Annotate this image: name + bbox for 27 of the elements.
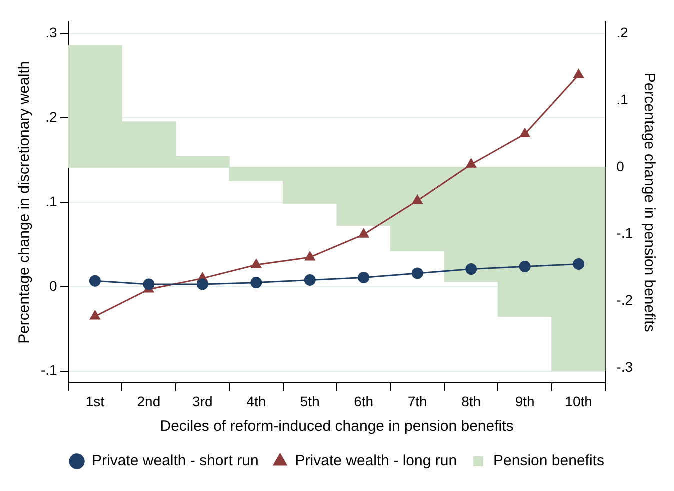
x-tick-label: 2nd: [137, 393, 161, 410]
y2-tick-label: .2: [616, 24, 629, 41]
x-tick-label: 4th: [246, 393, 266, 410]
x-tick-label: 6th: [354, 393, 374, 410]
legend-label: Private wealth - short run: [92, 452, 259, 470]
y-axis-title: Percentage change in discretionary wealth: [16, 61, 34, 344]
y2-axis-title: Percentage change in pension benefits: [640, 72, 658, 332]
x-tick-label: 10th: [565, 393, 592, 410]
legend-label: Pension benefits: [494, 452, 604, 470]
y2-tick-label: -.1: [616, 225, 634, 242]
x-axis-title: Deciles of reform-induced change in pension benefits: [160, 418, 514, 436]
x-tick-label: 7th: [408, 393, 428, 410]
y2-tick-label: -.3: [616, 359, 634, 376]
x-tick-label: 9th: [515, 393, 535, 410]
x-tick-label: 5th: [300, 393, 320, 410]
y-tick-label: .2: [46, 109, 58, 126]
legend-label: Private wealth - long run: [295, 452, 458, 470]
y2-tick-label: .1: [616, 91, 629, 108]
y-tick-label: .1: [46, 193, 58, 210]
y-tick-label: 0: [50, 278, 58, 294]
x-tick-label: 8th: [462, 393, 482, 410]
y2-tick-label: 0: [616, 158, 625, 174]
x-tick-label: 3rd: [192, 393, 213, 410]
y-tick-label: .3: [46, 24, 58, 41]
y2-tick-label: -.2: [616, 292, 634, 308]
x-tick-label: 1st: [86, 393, 105, 410]
y-tick-label: -.1: [40, 362, 58, 378]
